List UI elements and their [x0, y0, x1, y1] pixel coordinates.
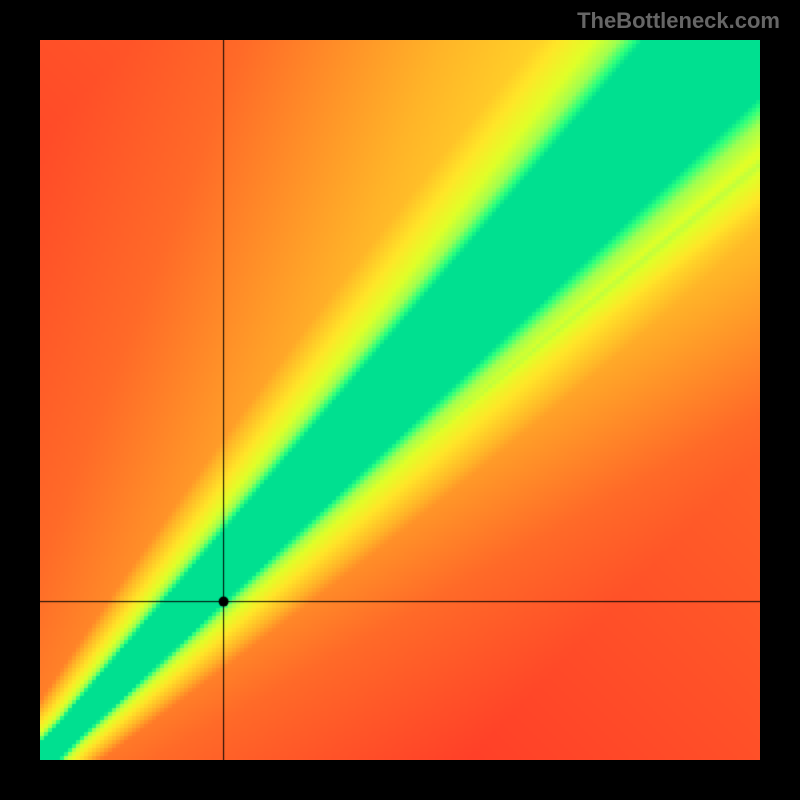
heatmap-chart [40, 40, 760, 760]
chart-container: TheBottleneck.com [0, 0, 800, 800]
watermark-text: TheBottleneck.com [577, 8, 780, 34]
heatmap-canvas [40, 40, 760, 760]
